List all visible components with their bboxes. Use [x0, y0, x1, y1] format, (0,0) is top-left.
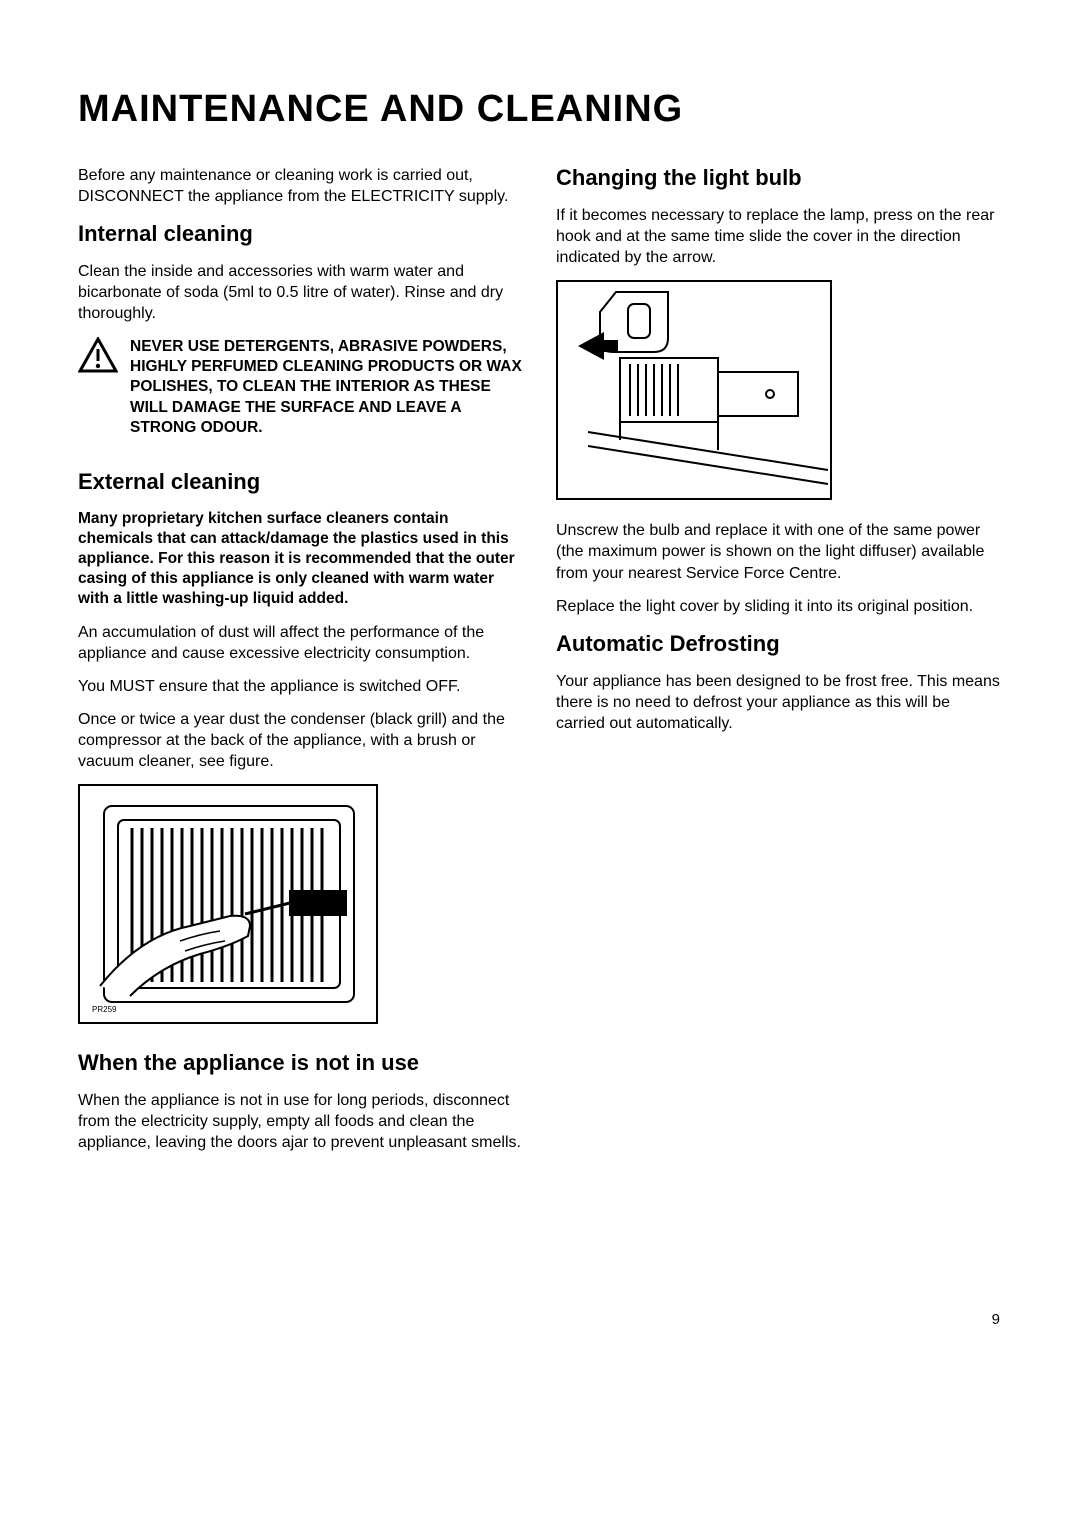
not-in-use-heading: When the appliance is not in use — [78, 1050, 524, 1076]
page-number: 9 — [992, 1311, 1000, 1328]
external-cleaning-bold: Many proprietary kitchen surface cleaner… — [78, 509, 524, 610]
external-cleaning-heading: External cleaning — [78, 469, 524, 495]
auto-defrost-heading: Automatic Defrosting — [556, 631, 1002, 657]
left-column: Before any maintenance or cleaning work … — [78, 165, 524, 1166]
condenser-figure: PR259 — [78, 784, 378, 1024]
page: MAINTENANCE AND CLEANING Before any main… — [0, 0, 1080, 1528]
not-in-use-p1: When the appliance is not in use for lon… — [78, 1090, 524, 1153]
figure-label: PR259 — [92, 1005, 116, 1014]
right-column: Changing the light bulb If it becomes ne… — [556, 165, 1002, 1166]
light-bulb-p1: If it becomes necessary to replace the l… — [556, 205, 1002, 268]
auto-defrost-p1: Your appliance has been designed to be f… — [556, 671, 1002, 734]
two-column-layout: Before any maintenance or cleaning work … — [78, 165, 1002, 1166]
internal-cleaning-p1: Clean the inside and accessories with wa… — [78, 261, 524, 324]
light-bulb-p2: Unscrew the bulb and replace it with one… — [556, 520, 1002, 583]
intro-paragraph: Before any maintenance or cleaning work … — [78, 165, 524, 207]
external-cleaning-p2: You MUST ensure that the appliance is sw… — [78, 676, 524, 697]
warning-text: NEVER USE DETERGENTS, ABRASIVE POWDERS, … — [130, 337, 524, 439]
external-cleaning-p3: Once or twice a year dust the condenser … — [78, 709, 524, 772]
light-bulb-figure — [556, 280, 832, 500]
warning-triangle-icon — [78, 337, 118, 373]
light-bulb-p3: Replace the light cover by sliding it in… — [556, 596, 1002, 617]
light-bulb-heading: Changing the light bulb — [556, 165, 1002, 191]
warning-block: NEVER USE DETERGENTS, ABRASIVE POWDERS, … — [78, 337, 524, 439]
internal-cleaning-heading: Internal cleaning — [78, 221, 524, 247]
page-title: MAINTENANCE AND CLEANING — [78, 88, 1002, 131]
external-cleaning-p1: An accumulation of dust will affect the … — [78, 622, 524, 664]
